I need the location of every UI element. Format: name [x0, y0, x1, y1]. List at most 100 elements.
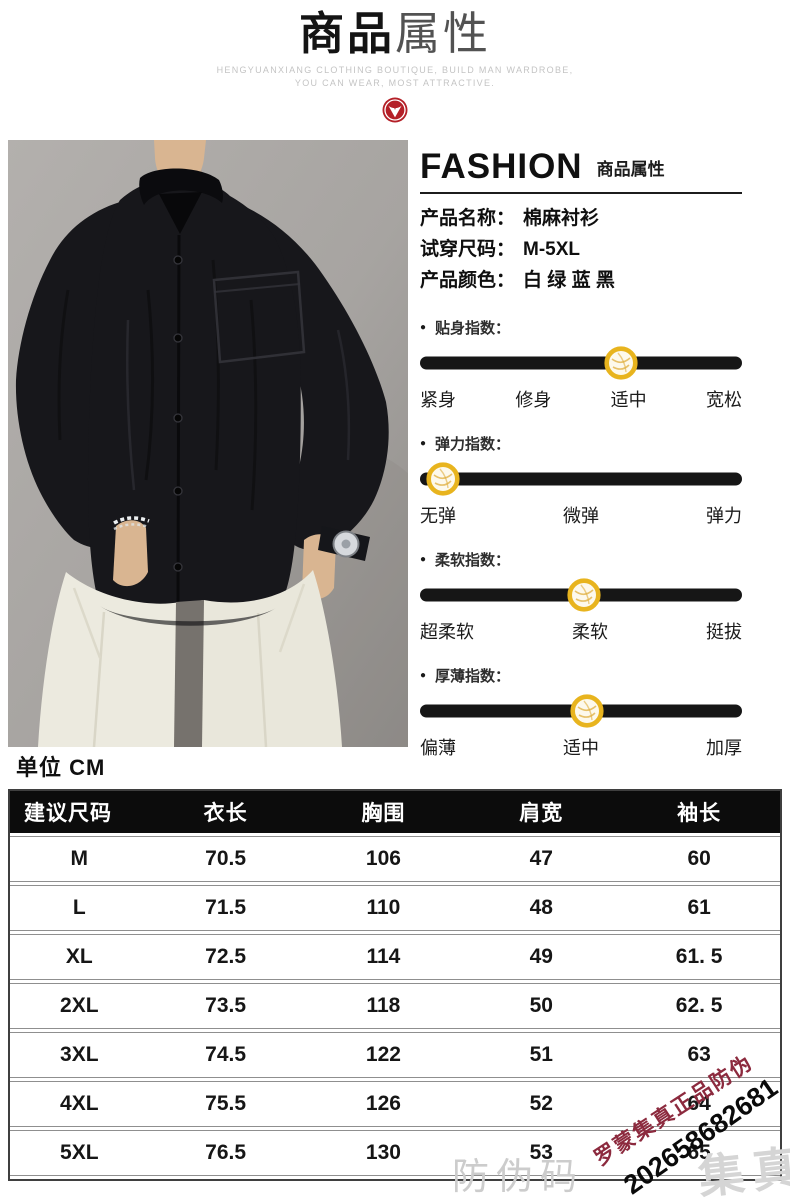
attributes-caption: 商品属性: [596, 160, 665, 179]
slider-track: [420, 472, 742, 486]
size-table-header: 建议尺码 衣长 胸围 肩宽 袖长: [10, 791, 780, 833]
scale-label: 微弹: [563, 506, 599, 526]
size-cell: 63: [687, 1043, 711, 1066]
brand-tagline: HENGYUANXIANG CLOTHING BOUTIQUE, BUILD M…: [0, 64, 790, 90]
size-cell: 53: [529, 1141, 553, 1164]
slider-title-row: ● 厚薄指数：: [420, 665, 742, 686]
scale-label: 宽松: [705, 390, 742, 410]
slider-marker-icon: [425, 462, 460, 496]
field-value: M-5XL: [523, 239, 581, 260]
scale-label: 挺拔: [706, 622, 742, 642]
size-cell: 122: [365, 1043, 401, 1066]
size-row: 5XL 76.5 130 53 65: [10, 1130, 780, 1176]
size-cell: 4XL: [60, 1092, 99, 1115]
size-chart-section: 单位 CM 建议尺码 衣长 胸围 肩宽 袖长 M 70.5 106 47 60 …: [8, 750, 782, 1181]
size-cell: 61. 5: [675, 945, 723, 968]
size-cell: 61: [687, 896, 711, 919]
size-row: M 70.5 106 47 60: [10, 836, 780, 882]
size-cell: 73.5: [205, 994, 247, 1017]
scale-label: 弹力: [706, 506, 742, 526]
slider-title-row: ● 弹力指数：: [420, 433, 742, 454]
size-cell: 51: [529, 1043, 553, 1066]
size-cell: 60: [687, 847, 711, 870]
size-cell: 62. 5: [675, 994, 723, 1017]
anti-counterfeit-label: 防伪码: [452, 1156, 584, 1197]
size-cell: 48: [529, 896, 553, 919]
size-cell: 2XL: [60, 994, 99, 1017]
field-label: 试穿尺码：: [420, 239, 516, 260]
bullet-dot-icon: ●: [420, 322, 427, 333]
attributes-panel: FASHION 商品属性 产品名称： 棉麻衬衫 试穿尺码： M-5XL 产品颜色…: [420, 149, 742, 760]
scale-label: 修身: [515, 390, 552, 410]
slider-marker-icon: [570, 694, 605, 728]
scale-label: 无弹: [420, 506, 456, 526]
bullet-dot-icon: ●: [420, 438, 427, 449]
size-cell: 3XL: [60, 1043, 99, 1066]
size-cell: M: [70, 847, 89, 870]
slider-group-fit: ● 贴身指数： 紧身 修身 适中 宽松: [420, 317, 742, 412]
size-cell: 70.5: [205, 847, 247, 870]
size-cell: 114: [366, 945, 401, 968]
size-cell: 71.5: [205, 896, 247, 919]
size-table: 建议尺码 衣长 胸围 肩宽 袖长 M 70.5 106 47 60 L 71.5…: [8, 789, 782, 1181]
slider-bar: [420, 462, 742, 496]
field-product-name: 产品名称： 棉麻衬衫: [420, 203, 742, 234]
slider-bar: [420, 578, 742, 612]
size-cell: 47: [529, 847, 553, 870]
unit-label: 单位 CM: [16, 755, 106, 780]
size-cell: 76.5: [205, 1141, 247, 1164]
column-header: 肩宽: [519, 802, 564, 825]
slider-title: 柔软指数：: [435, 552, 511, 569]
slider-scale-labels: 紧身 修身 适中 宽松: [420, 386, 742, 412]
slider-group-stretch: ● 弹力指数： 无弹 微弹 弹力: [420, 433, 742, 528]
page-title-bold: 商品: [298, 8, 395, 59]
slider-marker-icon: [567, 578, 601, 612]
scale-label: 紧身: [420, 390, 456, 410]
column-header: 胸围: [361, 802, 406, 825]
size-row: 4XL 75.5 126 52 64: [10, 1081, 780, 1127]
slider-group-thickness: ● 厚薄指数： 偏薄 适中 加厚: [420, 665, 742, 760]
size-cell: 65: [687, 1141, 711, 1164]
slider-marker-icon: [604, 346, 638, 380]
scale-label: 超柔软: [420, 622, 474, 642]
size-cell: 106: [365, 847, 401, 870]
field-value: 棉麻衬衫: [523, 208, 600, 229]
field-value: 白 绿 蓝 黑: [523, 270, 615, 291]
size-cell: 64: [687, 1092, 711, 1115]
size-row: XL 72.5 114 49 61. 5: [10, 934, 780, 980]
product-photo: [8, 140, 408, 747]
slider-title: 弹力指数：: [435, 436, 511, 453]
size-cell: L: [72, 896, 86, 919]
size-cell: 75.5: [205, 1092, 247, 1115]
column-header: 袖长: [677, 802, 722, 825]
slider-bar: [420, 346, 742, 380]
page-header: 商品属性 HENGYUANXIANG CLOTHING BOUTIQUE, BU…: [0, 8, 790, 123]
size-cell: 50: [529, 994, 553, 1017]
size-cell: 74.5: [205, 1043, 247, 1066]
slider-group-softness: ● 柔软指数： 超柔软 柔软 挺拔: [420, 549, 742, 644]
size-cell: 118: [366, 994, 401, 1017]
slider-scale-labels: 无弹 微弹 弹力: [420, 502, 742, 528]
field-label: 产品名称：: [420, 208, 516, 229]
bullet-dot-icon: ●: [420, 554, 427, 565]
size-row: L 71.5 110 48 61: [10, 885, 780, 931]
field-colors: 产品颜色： 白 绿 蓝 黑: [420, 265, 742, 296]
scale-label: 适中: [610, 390, 647, 410]
product-fields: 产品名称： 棉麻衬衫 试穿尺码： M-5XL 产品颜色： 白 绿 蓝 黑: [420, 203, 742, 296]
slider-bar: [420, 694, 742, 728]
field-size-range: 试穿尺码： M-5XL: [420, 234, 742, 265]
attributes-header: FASHION 商品属性: [420, 149, 742, 194]
field-label: 产品颜色：: [420, 270, 516, 291]
size-cell: 5XL: [60, 1141, 99, 1164]
column-header: 建议尺码: [24, 802, 112, 825]
tagline-line-2: YOU CAN WEAR, MOST ATTRACTIVE.: [294, 78, 496, 88]
brand-badge-icon: [382, 97, 408, 123]
slider-title-row: ● 贴身指数：: [420, 317, 742, 338]
scale-label: 加厚: [706, 738, 742, 758]
slider-scale-labels: 偏薄 适中 加厚: [420, 734, 742, 760]
slider-title-row: ● 柔软指数：: [420, 549, 742, 570]
page-title-light: 属性: [395, 8, 492, 59]
size-cell: 72.5: [205, 945, 247, 968]
slider-title: 贴身指数：: [435, 320, 511, 337]
